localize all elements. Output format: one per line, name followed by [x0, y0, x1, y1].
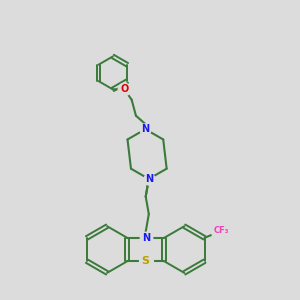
- Text: N: N: [142, 233, 150, 243]
- Text: N: N: [141, 124, 149, 134]
- Text: S: S: [142, 256, 150, 266]
- Text: CF₃: CF₃: [214, 226, 230, 235]
- Text: N: N: [145, 174, 153, 184]
- Text: O: O: [120, 84, 128, 94]
